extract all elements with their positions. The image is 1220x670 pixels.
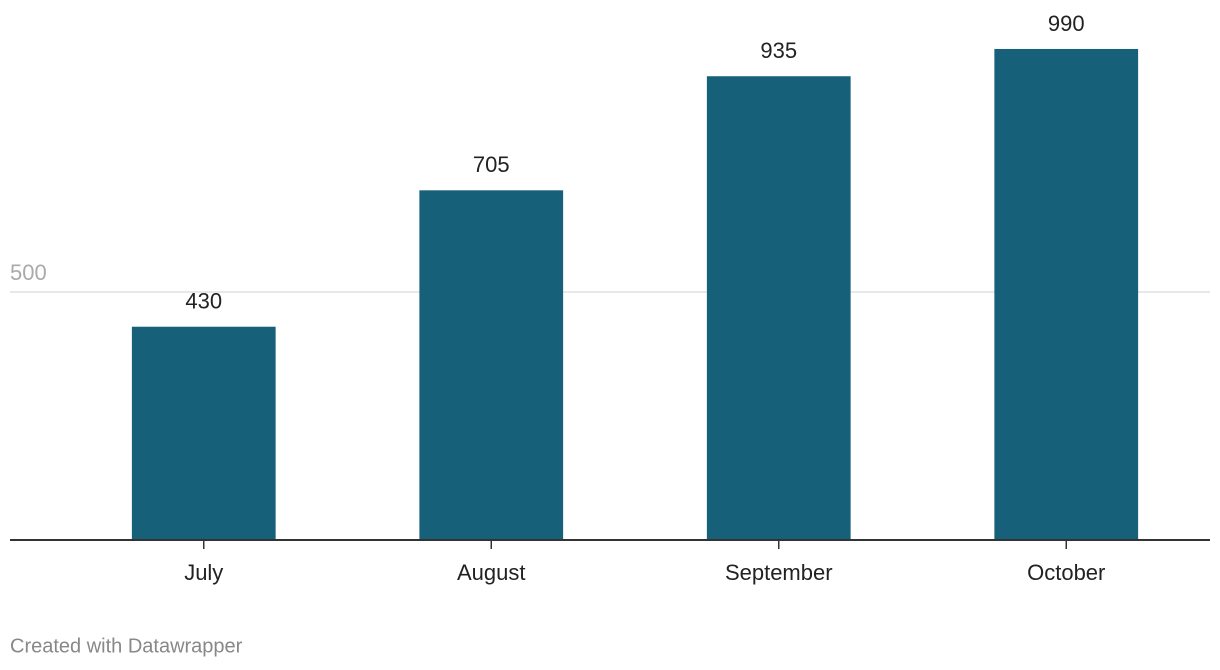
x-tick-label: August xyxy=(457,560,526,585)
value-label: 705 xyxy=(473,152,510,177)
y-tick-label: 500 xyxy=(10,260,47,285)
x-tick-label: September xyxy=(725,560,833,585)
footer-note: Created with Datawrapper xyxy=(10,635,243,657)
x-tick-label: July xyxy=(184,560,223,585)
bar xyxy=(419,190,564,540)
x-tick-label: October xyxy=(1027,560,1105,585)
value-label: 990 xyxy=(1048,11,1085,36)
value-label: 935 xyxy=(760,38,797,63)
value-label: 430 xyxy=(185,289,222,314)
bar xyxy=(131,326,276,540)
bar xyxy=(994,48,1139,541)
bar xyxy=(706,76,851,541)
